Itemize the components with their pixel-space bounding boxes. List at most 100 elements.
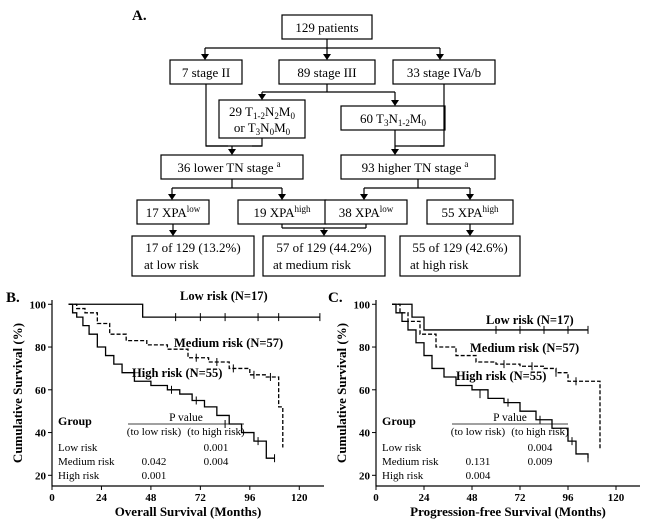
x-tick-label: 0 <box>49 492 55 504</box>
table-pvalue-header: P value <box>169 412 203 424</box>
series-line <box>68 303 320 318</box>
series-label: Medium risk (N=57) <box>174 336 283 350</box>
panel-a-letter: A. <box>132 8 147 24</box>
panel-letter: C. <box>328 290 343 306</box>
series-line <box>392 303 588 331</box>
table-col2-header: (to high risk) <box>187 426 245 438</box>
km-plot-overall: B. 0 24 48 72 96 120 20 40 60 80 100 Overall Surviva… <box>6 289 324 519</box>
y-tick-label: 60 <box>359 385 371 397</box>
xpa-55-label: 55 XPAhigh <box>441 204 499 220</box>
km-plot-progression: C. 0 24 48 72 96 120 20 40 60 80 100 Progression-fre… <box>328 290 640 519</box>
x-axis-label: Progression-free Survival (Months) <box>410 504 606 519</box>
x-tick-label: 48 <box>145 492 157 504</box>
risk-med-line2: at medium risk <box>273 257 351 272</box>
x-axis-label: Overall Survival (Months) <box>115 504 262 519</box>
risk-arrowheads <box>169 230 474 236</box>
series-line <box>392 303 589 459</box>
root-label: 129 patients <box>295 20 358 35</box>
x-tick-label: 48 <box>467 492 479 504</box>
root-box <box>281 14 373 40</box>
risk-low-line1: 17 of 129 (13.2%) <box>145 240 240 255</box>
tn-arrowheads <box>228 149 399 155</box>
series-label: Medium risk (N=57) <box>470 341 579 355</box>
table-col2-header: (to high risk) <box>511 426 569 438</box>
sub-left-line2: or T3N0M0 <box>234 120 291 137</box>
table-row-group: High risk <box>382 470 424 482</box>
table-pvalue-header: P value <box>493 412 527 424</box>
risk-high-line2: at high risk <box>410 257 469 272</box>
x-tick-label: 24 <box>419 492 431 504</box>
stage-iii-label: 89 stage III <box>297 65 356 80</box>
y-tick-label: 80 <box>359 342 371 354</box>
x-tick-label: 24 <box>96 492 108 504</box>
sub-right-label: 60 T3N1-2M0 <box>360 111 426 128</box>
x-tick-label: 96 <box>563 492 575 504</box>
root-arrowheads <box>201 54 444 60</box>
xpa-split <box>171 179 471 196</box>
panel-letter: B. <box>6 290 20 306</box>
xpa-17-label: 17 XPAlow <box>146 204 201 220</box>
table-row-c2: 0.001 <box>204 442 229 454</box>
y-tick-label: 80 <box>35 342 47 354</box>
y-tick-label: 40 <box>35 428 47 440</box>
y-axis-label: Cumulative Survival (%) <box>334 323 349 463</box>
table-row-c2: 0.009 <box>528 456 553 468</box>
y-tick-label: 20 <box>35 470 47 482</box>
table-row-group: Low risk <box>58 442 98 454</box>
xpa-38-box <box>324 199 408 225</box>
sub-right-box <box>340 105 446 131</box>
table-row-c1: 0.001 <box>142 470 167 482</box>
lower-tn-label: 36 lower TN stage a <box>177 159 280 175</box>
series-label: Low risk (N=17) <box>486 313 574 327</box>
y-tick-label: 100 <box>354 299 371 311</box>
series-label: High risk (N=55) <box>456 369 546 383</box>
x-tick-label: 72 <box>195 492 207 504</box>
y-tick-label: 100 <box>30 299 47 311</box>
series-label: Low risk (N=17) <box>180 289 268 303</box>
risk-med-line1: 57 of 129 (44.2%) <box>276 240 371 255</box>
table-row-c1: 0.131 <box>466 456 491 468</box>
series-label: High risk (N=55) <box>132 366 222 380</box>
risk-low-line2: at low risk <box>144 257 199 272</box>
root-connector <box>204 39 441 58</box>
table-row-c2: 0.004 <box>204 456 229 468</box>
risk-low-box <box>131 235 255 277</box>
x-tick-label: 96 <box>244 492 256 504</box>
xpa-38-label: 38 XPAlow <box>339 204 394 220</box>
stage-ii-label: 7 stage II <box>182 65 230 80</box>
xpa-19-box <box>237 199 327 225</box>
risk-high-line1: 55 of 129 (42.6%) <box>412 240 507 255</box>
series-line <box>392 303 601 450</box>
table-row-group: Medium risk <box>58 456 115 468</box>
y-tick-label: 60 <box>35 385 47 397</box>
xpa-arrowheads <box>168 194 474 200</box>
y-tick-label: 40 <box>359 428 371 440</box>
risk-connector <box>172 224 471 230</box>
table-row-group: Low risk <box>382 442 422 454</box>
xpa-17-box <box>136 199 210 225</box>
risk-high-box <box>399 235 521 277</box>
sub-left-line1: 29 T1-2N2M0 <box>229 104 295 121</box>
y-tick-label: 20 <box>359 470 371 482</box>
x-tick-label: 0 <box>373 492 379 504</box>
table-row-c1: 0.042 <box>142 456 167 468</box>
xpa-19-label: 19 XPAhigh <box>253 204 311 220</box>
x-tick-label: 120 <box>608 492 625 504</box>
x-tick-label: 120 <box>291 492 308 504</box>
table-col1-header: (to low risk) <box>127 426 182 438</box>
stage-iii-split <box>261 84 396 104</box>
table-group-header: Group <box>382 414 416 428</box>
y-axis-label: Cumulative Survival (%) <box>10 323 25 463</box>
stage-iva-box <box>392 59 496 85</box>
stage-iva-label: 33 stage IVa/b <box>407 65 481 80</box>
risk-med-box <box>262 235 386 277</box>
flowchart: A. 129 patients 7 stage II 89 stage III … <box>131 8 521 277</box>
x-tick-label: 72 <box>515 492 527 504</box>
series-line <box>68 303 284 448</box>
higher-tn-label: 93 higher TN stage a <box>362 159 469 175</box>
table-group-header: Group <box>58 414 92 428</box>
table-row-group: Medium risk <box>382 456 439 468</box>
lower-tn-box <box>160 154 304 180</box>
table-row-c2: 0.004 <box>528 442 553 454</box>
